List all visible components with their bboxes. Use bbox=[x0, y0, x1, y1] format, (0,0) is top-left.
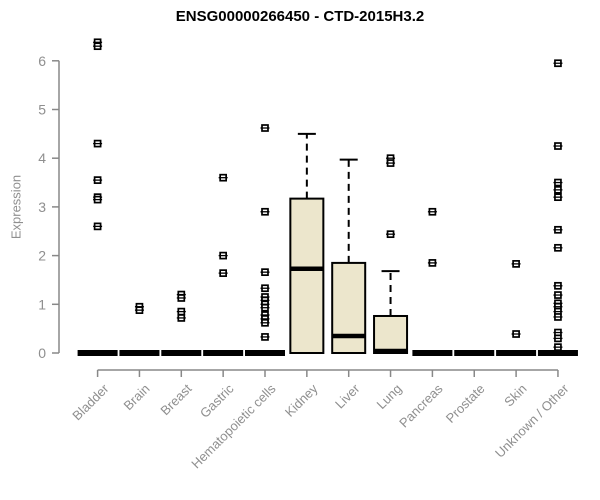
collapsed-box bbox=[77, 350, 118, 356]
collapsed-box bbox=[161, 350, 202, 356]
collapsed-box bbox=[203, 350, 244, 356]
y-tick-label: 3 bbox=[38, 199, 46, 215]
chart-title: ENSG00000266450 - CTD-2015H3.2 bbox=[175, 8, 425, 25]
collapsed-box bbox=[119, 350, 160, 356]
y-tick-label: 1 bbox=[38, 296, 46, 312]
box bbox=[289, 197, 325, 354]
collapsed-box bbox=[412, 350, 453, 356]
collapsed-box bbox=[537, 350, 578, 356]
y-tick-label: 2 bbox=[38, 248, 46, 264]
box bbox=[373, 314, 409, 355]
y-tick-label: 0 bbox=[38, 345, 46, 361]
collapsed-box bbox=[245, 350, 285, 356]
y-tick-label: 5 bbox=[38, 102, 46, 118]
collapsed-box bbox=[496, 350, 537, 356]
y-tick-label: 4 bbox=[38, 150, 46, 166]
y-tick-label: 6 bbox=[38, 53, 46, 69]
collapsed-box bbox=[454, 350, 495, 356]
box bbox=[331, 261, 367, 354]
